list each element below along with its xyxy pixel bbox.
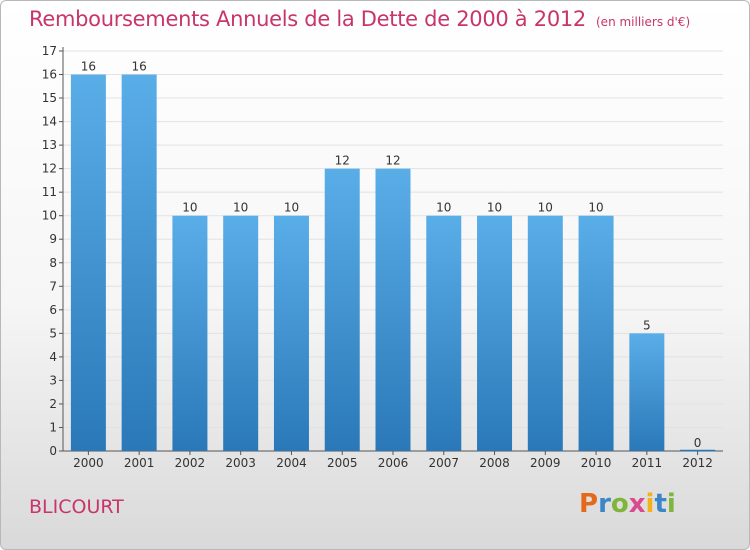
y-tick-label: 14	[42, 115, 57, 129]
y-tick-label: 16	[42, 68, 57, 82]
y-tick-label: 1	[49, 420, 57, 434]
bar-2008	[477, 215, 513, 451]
x-tick-label-2006: 2006	[378, 456, 409, 470]
y-tick-label: 4	[49, 350, 57, 364]
x-tick-label-2008: 2008	[479, 456, 510, 470]
chart-subtitle: (en milliers d'€)	[596, 15, 691, 29]
x-tick-label-2003: 2003	[225, 456, 256, 470]
x-tick-label-2011: 2011	[632, 456, 663, 470]
y-tick-label: 17	[42, 44, 57, 58]
y-tick-label: 9	[49, 232, 57, 246]
label-layer: 16 2000 16 2001 10 2002 10 2003 10 2004 12 2005 12 20…	[73, 60, 713, 470]
bar-layer	[70, 74, 716, 452]
proxiti-logo[interactable]: Proxiti	[579, 489, 676, 519]
x-tick-label-2005: 2005	[327, 456, 358, 470]
y-tick-label: 3	[49, 373, 57, 387]
x-tick-label-2001: 2001	[124, 456, 155, 470]
chart-title: Remboursements Annuels de la Dette de 20…	[29, 7, 690, 31]
data-label-2005: 12	[335, 154, 350, 168]
data-label-2007: 10	[436, 201, 451, 215]
bar-2009	[527, 215, 563, 451]
x-tick-label-2004: 2004	[276, 456, 307, 470]
y-tick-label: 0	[49, 444, 57, 458]
y-tick-label: 6	[49, 303, 57, 317]
bar-2004	[273, 215, 309, 451]
data-label-2009: 10	[538, 201, 553, 215]
bar-2007	[426, 215, 462, 451]
y-tick-label: 15	[42, 91, 57, 105]
bar-2011	[629, 333, 665, 451]
x-tick-label-2010: 2010	[581, 456, 612, 470]
bar-2000	[70, 74, 106, 451]
x-tick-label-2007: 2007	[428, 456, 459, 470]
bar-2003	[223, 215, 259, 451]
data-label-2001: 16	[132, 60, 147, 74]
commune-name: BLICOURT	[29, 496, 124, 518]
y-tick-label: 7	[49, 279, 57, 293]
x-tick-label-2009: 2009	[530, 456, 561, 470]
x-tick-label-2012: 2012	[682, 456, 713, 470]
y-tick-label: 5	[49, 326, 57, 340]
data-label-2002: 10	[182, 201, 197, 215]
bar-2001	[121, 74, 157, 451]
bar-2010	[578, 215, 614, 451]
data-label-2006: 12	[385, 154, 400, 168]
y-tick-label: 10	[42, 209, 57, 223]
data-label-2000: 16	[81, 60, 96, 74]
y-tick-label: 2	[49, 397, 57, 411]
x-tick-label-2000: 2000	[73, 456, 104, 470]
bar-2002	[172, 215, 208, 451]
chart-title-text: Remboursements Annuels de la Dette de 20…	[29, 7, 586, 31]
data-label-2003: 10	[233, 201, 248, 215]
bar-2006	[375, 168, 411, 451]
data-label-2012: 0	[694, 436, 702, 450]
data-label-2008: 10	[487, 201, 502, 215]
y-tick-label: 8	[49, 256, 57, 270]
y-tick-label: 13	[42, 138, 57, 152]
x-tick-label-2002: 2002	[175, 456, 206, 470]
y-tick-label: 12	[42, 162, 57, 176]
y-tick-label: 11	[42, 185, 57, 199]
data-label-2010: 10	[588, 201, 603, 215]
bar-2005	[324, 168, 360, 451]
data-label-2004: 10	[284, 201, 299, 215]
data-label-2011: 5	[643, 318, 651, 332]
